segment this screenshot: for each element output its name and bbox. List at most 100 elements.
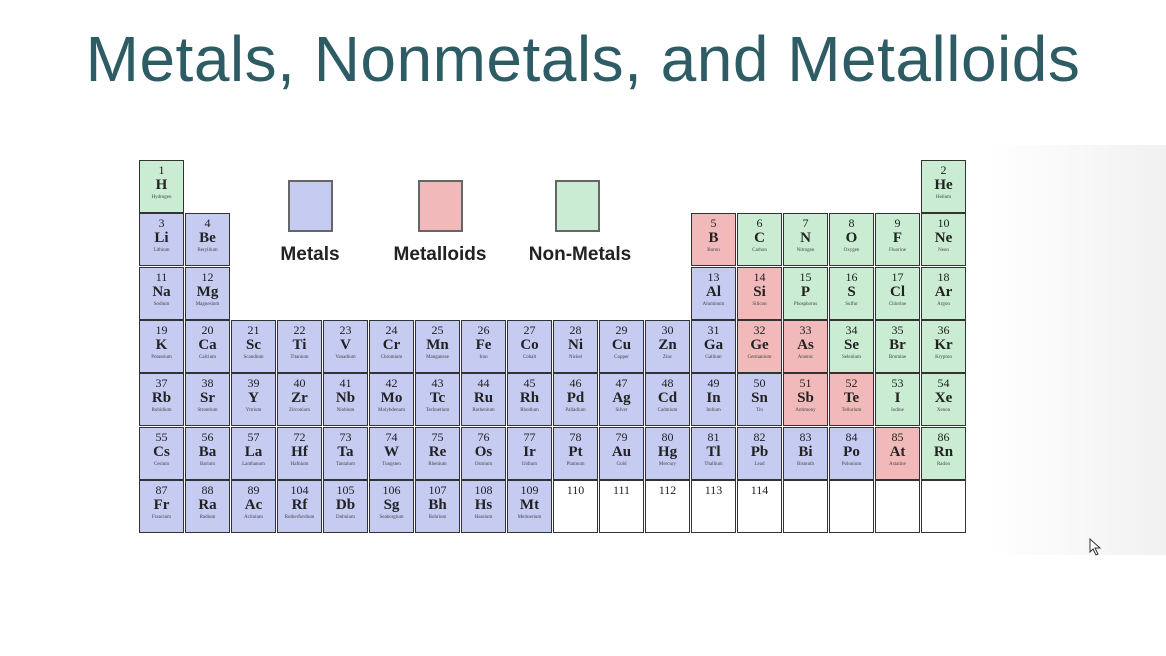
element-symbol: Al xyxy=(706,284,721,300)
element-name: Indium xyxy=(706,408,721,413)
element-symbol: Be xyxy=(199,230,216,246)
element-name: Bismuth xyxy=(797,462,814,467)
element-symbol: Mt xyxy=(519,497,540,513)
element-cell-k: 19 K Potassium xyxy=(139,320,184,373)
background-shade xyxy=(985,145,1166,555)
atomic-number: 14 xyxy=(753,270,766,284)
element-symbol: Re xyxy=(428,444,447,460)
element-cell-sr: 38 Sr Strontium xyxy=(185,373,230,426)
atomic-number: 8 xyxy=(848,216,855,230)
element-symbol: Br xyxy=(889,337,906,353)
element-name: Iodine xyxy=(891,408,904,413)
element-symbol: Y xyxy=(248,390,259,406)
atomic-number: 16 xyxy=(845,270,858,284)
element-cell-cd: 48 Cd Cadmium xyxy=(645,373,690,426)
atomic-number: 113 xyxy=(704,483,723,497)
atomic-number: 41 xyxy=(339,376,352,390)
atomic-number: 51 xyxy=(799,376,812,390)
element-cell-re: 75 Re Rhenium xyxy=(415,427,460,480)
atomic-number: 48 xyxy=(661,376,674,390)
atomic-number: 1 xyxy=(158,163,165,177)
element-symbol: At xyxy=(889,444,906,460)
element-cell-hg: 80 Hg Mercury xyxy=(645,427,690,480)
element-cell-xe: 54 Xe Xenon xyxy=(921,373,966,426)
element-name: Copper xyxy=(614,355,629,360)
element-cell-mt: 109 Mt Meitnerium xyxy=(507,480,552,533)
element-cell-sn: 50 Sn Tin xyxy=(737,373,782,426)
atomic-number: 110 xyxy=(566,483,585,497)
element-cell-db: 105 Db Dubnium xyxy=(323,480,368,533)
mouse-cursor-icon xyxy=(1089,538,1102,556)
element-name: Mercury xyxy=(658,462,677,467)
atomic-number: 25 xyxy=(431,323,444,337)
element-cell-po: 84 Po Polonium xyxy=(829,427,874,480)
element-cell-i: 53 I Iodine xyxy=(875,373,920,426)
element-name: Thallium xyxy=(704,462,723,467)
element-cell-113: 113 xyxy=(691,480,736,533)
element-symbol: W xyxy=(384,444,399,460)
element-cell-na: 11 Na Sodium xyxy=(139,267,184,320)
atomic-number: 53 xyxy=(891,376,904,390)
atomic-number: 35 xyxy=(891,323,904,337)
atomic-number: 57 xyxy=(247,430,260,444)
element-symbol: H xyxy=(155,177,168,193)
element-symbol: Ne xyxy=(934,230,953,246)
element-cell-rh: 45 Rh Rhodium xyxy=(507,373,552,426)
element-name: Aluminum xyxy=(702,302,725,307)
element-name: Beryllium xyxy=(197,248,218,253)
element-cell-te: 52 Te Tellurium xyxy=(829,373,874,426)
element-cell-w: 74 W Tungsten xyxy=(369,427,414,480)
element-name: Titanium xyxy=(290,355,309,360)
atomic-number: 109 xyxy=(520,483,539,497)
element-cell-b: 5 B Boron xyxy=(691,213,736,266)
element-name: Yttrium xyxy=(245,408,262,413)
element-cell-nb: 41 Nb Niobium xyxy=(323,373,368,426)
atomic-number: 75 xyxy=(431,430,444,444)
element-name: Rubidium xyxy=(151,408,172,413)
atomic-number: 34 xyxy=(845,323,858,337)
element-name: Helium xyxy=(936,195,951,200)
element-symbol: Bh xyxy=(428,497,447,513)
atomic-number: 80 xyxy=(661,430,674,444)
atomic-number: 54 xyxy=(937,376,950,390)
element-name: Polonium xyxy=(841,462,862,467)
element-cell-sb: 51 Sb Antimony xyxy=(783,373,828,426)
element-name: Rhodium xyxy=(520,408,539,413)
element-symbol: Au xyxy=(611,444,632,460)
element-name: Oxygen xyxy=(843,248,860,253)
element-symbol: He xyxy=(934,177,953,193)
element-name: Cobalt xyxy=(522,355,537,360)
element-symbol: Ba xyxy=(198,444,217,460)
atomic-number: 18 xyxy=(937,270,950,284)
element-symbol: Na xyxy=(152,284,171,300)
atomic-number: 29 xyxy=(615,323,628,337)
element-name: Bohrium xyxy=(428,515,447,520)
element-cell-in: 49 In Indium xyxy=(691,373,736,426)
element-name: Astatine xyxy=(889,462,906,467)
element-name: Technetium xyxy=(425,408,450,413)
element-symbol: La xyxy=(244,444,263,460)
element-symbol: Rn xyxy=(933,444,954,460)
element-symbol: Ga xyxy=(703,337,724,353)
element-symbol: Li xyxy=(154,230,169,246)
atomic-number: 106 xyxy=(382,483,401,497)
element-symbol: Cr xyxy=(382,337,401,353)
element-symbol: Mo xyxy=(380,390,403,406)
atomic-number: 47 xyxy=(615,376,628,390)
element-symbol: Cl xyxy=(890,284,905,300)
element-cell-ra: 88 Ra Radium xyxy=(185,480,230,533)
element-name: Chlorine xyxy=(888,302,907,307)
atomic-number: 5 xyxy=(710,216,717,230)
element-symbol: Ti xyxy=(292,337,307,353)
element-symbol: Si xyxy=(753,284,766,300)
element-name: Rutherfordium xyxy=(284,515,315,520)
atomic-number: 74 xyxy=(385,430,398,444)
atomic-number: 111 xyxy=(612,483,631,497)
element-name: Nickel xyxy=(568,355,583,360)
element-name: Lithium xyxy=(153,248,170,253)
atomic-number: 55 xyxy=(155,430,168,444)
element-cell-co: 27 Co Cobalt xyxy=(507,320,552,373)
element-cell-zr: 40 Zr Zirconium xyxy=(277,373,322,426)
element-cell-ag: 47 Ag Silver xyxy=(599,373,644,426)
element-cell-cl: 17 Cl Chlorine xyxy=(875,267,920,320)
